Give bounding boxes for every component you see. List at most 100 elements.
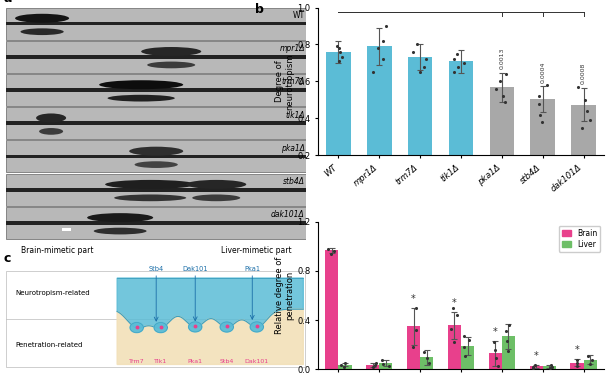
Point [546, 362, 555, 368]
Bar [502, 336, 515, 369]
Bar [6, 88, 307, 92]
Point [453, 64, 463, 70]
Polygon shape [220, 322, 233, 332]
Point [408, 49, 418, 55]
Point [544, 365, 554, 371]
Point [537, 119, 547, 125]
Point [337, 54, 347, 60]
Bar [583, 360, 597, 369]
Text: Dak101: Dak101 [245, 359, 269, 365]
Point [535, 112, 544, 118]
Ellipse shape [192, 195, 240, 201]
FancyBboxPatch shape [6, 271, 305, 368]
Bar [6, 107, 307, 139]
Point [411, 305, 421, 311]
Point [490, 347, 500, 353]
Point [421, 56, 430, 62]
Point [580, 97, 590, 103]
Bar [339, 365, 351, 369]
Point [413, 41, 422, 48]
Text: dak101Δ: dak101Δ [271, 210, 305, 219]
Point [459, 344, 469, 350]
Text: tlk1Δ: tlk1Δ [285, 111, 305, 120]
Ellipse shape [107, 95, 175, 101]
Point [577, 124, 586, 130]
Y-axis label: Relative degree of
penetration: Relative degree of penetration [275, 257, 294, 334]
Bar [531, 99, 555, 155]
Ellipse shape [39, 128, 63, 135]
Bar [325, 250, 339, 369]
Ellipse shape [87, 213, 153, 222]
Bar [6, 221, 307, 225]
Bar [543, 366, 556, 369]
Point [368, 69, 378, 75]
Point [500, 99, 510, 105]
Point [449, 56, 459, 62]
Text: trm7Δ: trm7Δ [281, 78, 305, 86]
Ellipse shape [93, 228, 146, 234]
Bar [6, 188, 307, 192]
Bar [448, 325, 461, 369]
Point [535, 93, 544, 99]
Text: *: * [534, 351, 538, 362]
Point [334, 45, 344, 51]
Point [503, 338, 512, 344]
Bar [6, 207, 307, 239]
Bar [420, 357, 433, 369]
Text: Stb4: Stb4 [149, 266, 164, 272]
Point [373, 45, 383, 51]
Bar [461, 346, 474, 369]
Point [543, 82, 552, 88]
Point [378, 38, 387, 44]
Point [572, 360, 582, 366]
Bar [6, 155, 307, 158]
Bar [326, 52, 351, 155]
Point [587, 357, 597, 363]
Point [412, 327, 421, 333]
Text: mpr1Δ: mpr1Δ [279, 44, 305, 53]
Point [498, 93, 507, 99]
Point [371, 360, 381, 366]
Legend: Brain, Liver: Brain, Liver [558, 225, 600, 252]
Point [492, 86, 501, 92]
Bar [6, 121, 307, 125]
Point [493, 363, 503, 369]
Point [495, 78, 505, 84]
Point [528, 364, 538, 370]
Bar [366, 365, 379, 369]
Point [419, 64, 429, 70]
Text: Neurotropism-related: Neurotropism-related [15, 290, 90, 296]
Point [548, 364, 557, 370]
Text: Liver-mimetic part: Liver-mimetic part [221, 246, 291, 255]
Point [489, 339, 499, 345]
Point [574, 84, 583, 90]
Point [416, 69, 426, 75]
Point [422, 356, 432, 362]
Point [450, 69, 459, 75]
Point [336, 362, 346, 368]
Bar [6, 74, 307, 106]
Bar [571, 105, 596, 155]
Point [491, 356, 501, 362]
Ellipse shape [147, 61, 195, 68]
Point [370, 362, 380, 368]
Text: Dak101: Dak101 [183, 266, 208, 272]
Bar [379, 363, 392, 369]
Point [534, 101, 544, 107]
Text: Pka1: Pka1 [188, 359, 203, 365]
Point [448, 305, 458, 311]
Point [501, 328, 510, 334]
Polygon shape [154, 323, 168, 333]
Point [327, 251, 336, 257]
Text: b: b [255, 3, 264, 16]
Text: Trm7: Trm7 [129, 359, 144, 365]
Ellipse shape [129, 147, 183, 156]
Bar [530, 366, 543, 369]
Text: a: a [3, 0, 12, 5]
Text: *: * [493, 328, 498, 337]
Point [464, 337, 474, 343]
Bar [6, 141, 307, 172]
Point [419, 349, 429, 355]
Point [424, 360, 433, 366]
Point [585, 117, 595, 123]
